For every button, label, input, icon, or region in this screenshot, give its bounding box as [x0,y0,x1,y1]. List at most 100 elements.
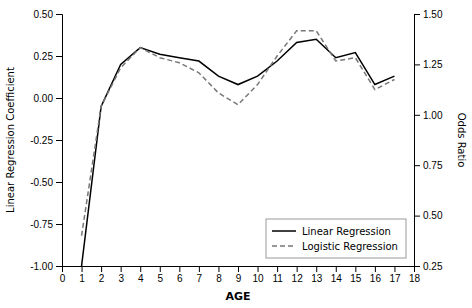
y2-axis: 0.25 0.50 0.75 1.00 1.25 1.50 [414,9,443,272]
tick-label: 1 [79,273,85,284]
tick: 2 [99,266,105,284]
tick: 1.25 [414,59,443,70]
tick: 0.25 [414,261,443,272]
tick-label: 16 [370,273,382,284]
tick: 0.50 [414,210,443,221]
x-axis-title: AGE [225,290,250,303]
legend-swatch [272,230,296,232]
tick-mark [121,266,122,272]
tick-mark [316,266,317,272]
tick-label: 1.00 [423,110,443,121]
tick: 5 [157,266,163,284]
tick-label: 0.00 [34,93,54,104]
tick: 12 [292,266,304,284]
chart: 0123456789101112131415161718-1.00-0.75-0… [0,0,472,308]
tick-mark [56,266,62,267]
tick-label: 1.50 [423,9,443,20]
tick-mark [414,115,420,116]
tick: 0 [60,266,66,284]
tick: 9 [236,266,242,284]
tick-label: 14 [331,273,343,284]
tick-label: 3 [118,273,124,284]
tick: -0.75 [30,219,62,230]
tick: 13 [311,266,323,284]
tick-label: 6 [177,273,183,284]
tick-mark [101,266,102,272]
tick-mark [160,266,161,272]
tick: 14 [331,266,343,284]
plot: 0123456789101112131415161718-1.00-0.75-0… [30,9,443,284]
tick-label: 7 [197,273,203,284]
axis-line [56,15,63,267]
legend-item: Logistic Regression [272,241,398,252]
legend: Linear Regression Logistic Regression [266,219,406,258]
legend-label: Linear Regression [302,226,391,237]
tick-label: 0.25 [34,51,54,62]
x-axis: 0123456789101112131415161718 [60,266,421,284]
axis-line [63,267,415,273]
legend-box [266,219,406,258]
tick-label: 4 [138,273,144,284]
tick-label: -0.50 [30,177,53,188]
tick-mark [56,98,62,99]
lines [82,31,395,266]
tick-mark [277,266,278,272]
tick-mark [258,266,259,272]
tick: 15 [350,266,362,284]
tick-label: 8 [216,273,222,284]
tick-label: -0.75 [30,219,53,230]
tick: 11 [272,266,283,284]
tick: 1.00 [414,110,443,121]
y2-axis-title: Odds Ratio [456,113,467,168]
tick: 4 [138,266,144,284]
tick-mark [56,182,62,183]
tick-mark [56,224,62,225]
tick: 16 [370,266,382,284]
tick-label: 0.50 [423,210,443,221]
y-axis: -1.00 -0.75 -0.50 -0.25 0.00 0.25 0.50 [30,9,62,272]
tick-label: -0.25 [30,135,53,146]
tick-label: 5 [157,273,163,284]
axis-line [415,15,421,267]
tick-label: 0.50 [34,9,54,20]
tick: 0.75 [414,160,443,171]
tick: 0.50 [34,9,62,20]
tick-mark [140,266,141,272]
tick-mark [56,140,62,141]
tick-mark [82,266,83,272]
tick-mark [414,165,420,166]
tick-label: 13 [311,273,323,284]
tick-mark [336,266,337,272]
tick: 6 [177,266,183,284]
series-line [82,31,395,236]
tick-label: 15 [350,273,362,284]
tick: 17 [389,266,401,284]
tick: 3 [118,266,124,284]
tick-mark [414,266,420,267]
tick: -0.50 [30,177,62,188]
tick-mark [394,266,395,272]
tick-mark [56,56,62,57]
tick-mark [179,266,180,272]
tick: 7 [197,266,203,284]
tick-label: 2 [99,273,105,284]
tick-mark [218,266,219,272]
tick: 1.50 [414,9,443,20]
tick-label: 10 [252,273,264,284]
tick: -1.00 [30,261,62,272]
tick: 10 [252,266,264,284]
tick: -0.25 [30,135,62,146]
tick-mark [414,64,420,65]
tick: 0.00 [34,93,62,104]
tick: 18 [409,266,421,284]
tick-label: 17 [389,273,401,284]
tick: 8 [216,266,222,284]
series-line [82,39,395,266]
tick-label: 18 [409,273,421,284]
y-axis-title: Linear Regression Coefficient [5,67,16,213]
tick-label: 12 [292,273,304,284]
tick-label: 0 [60,273,66,284]
tick-label: 0.75 [423,160,443,171]
tick-label: 11 [272,273,283,284]
tick-mark [414,216,420,217]
